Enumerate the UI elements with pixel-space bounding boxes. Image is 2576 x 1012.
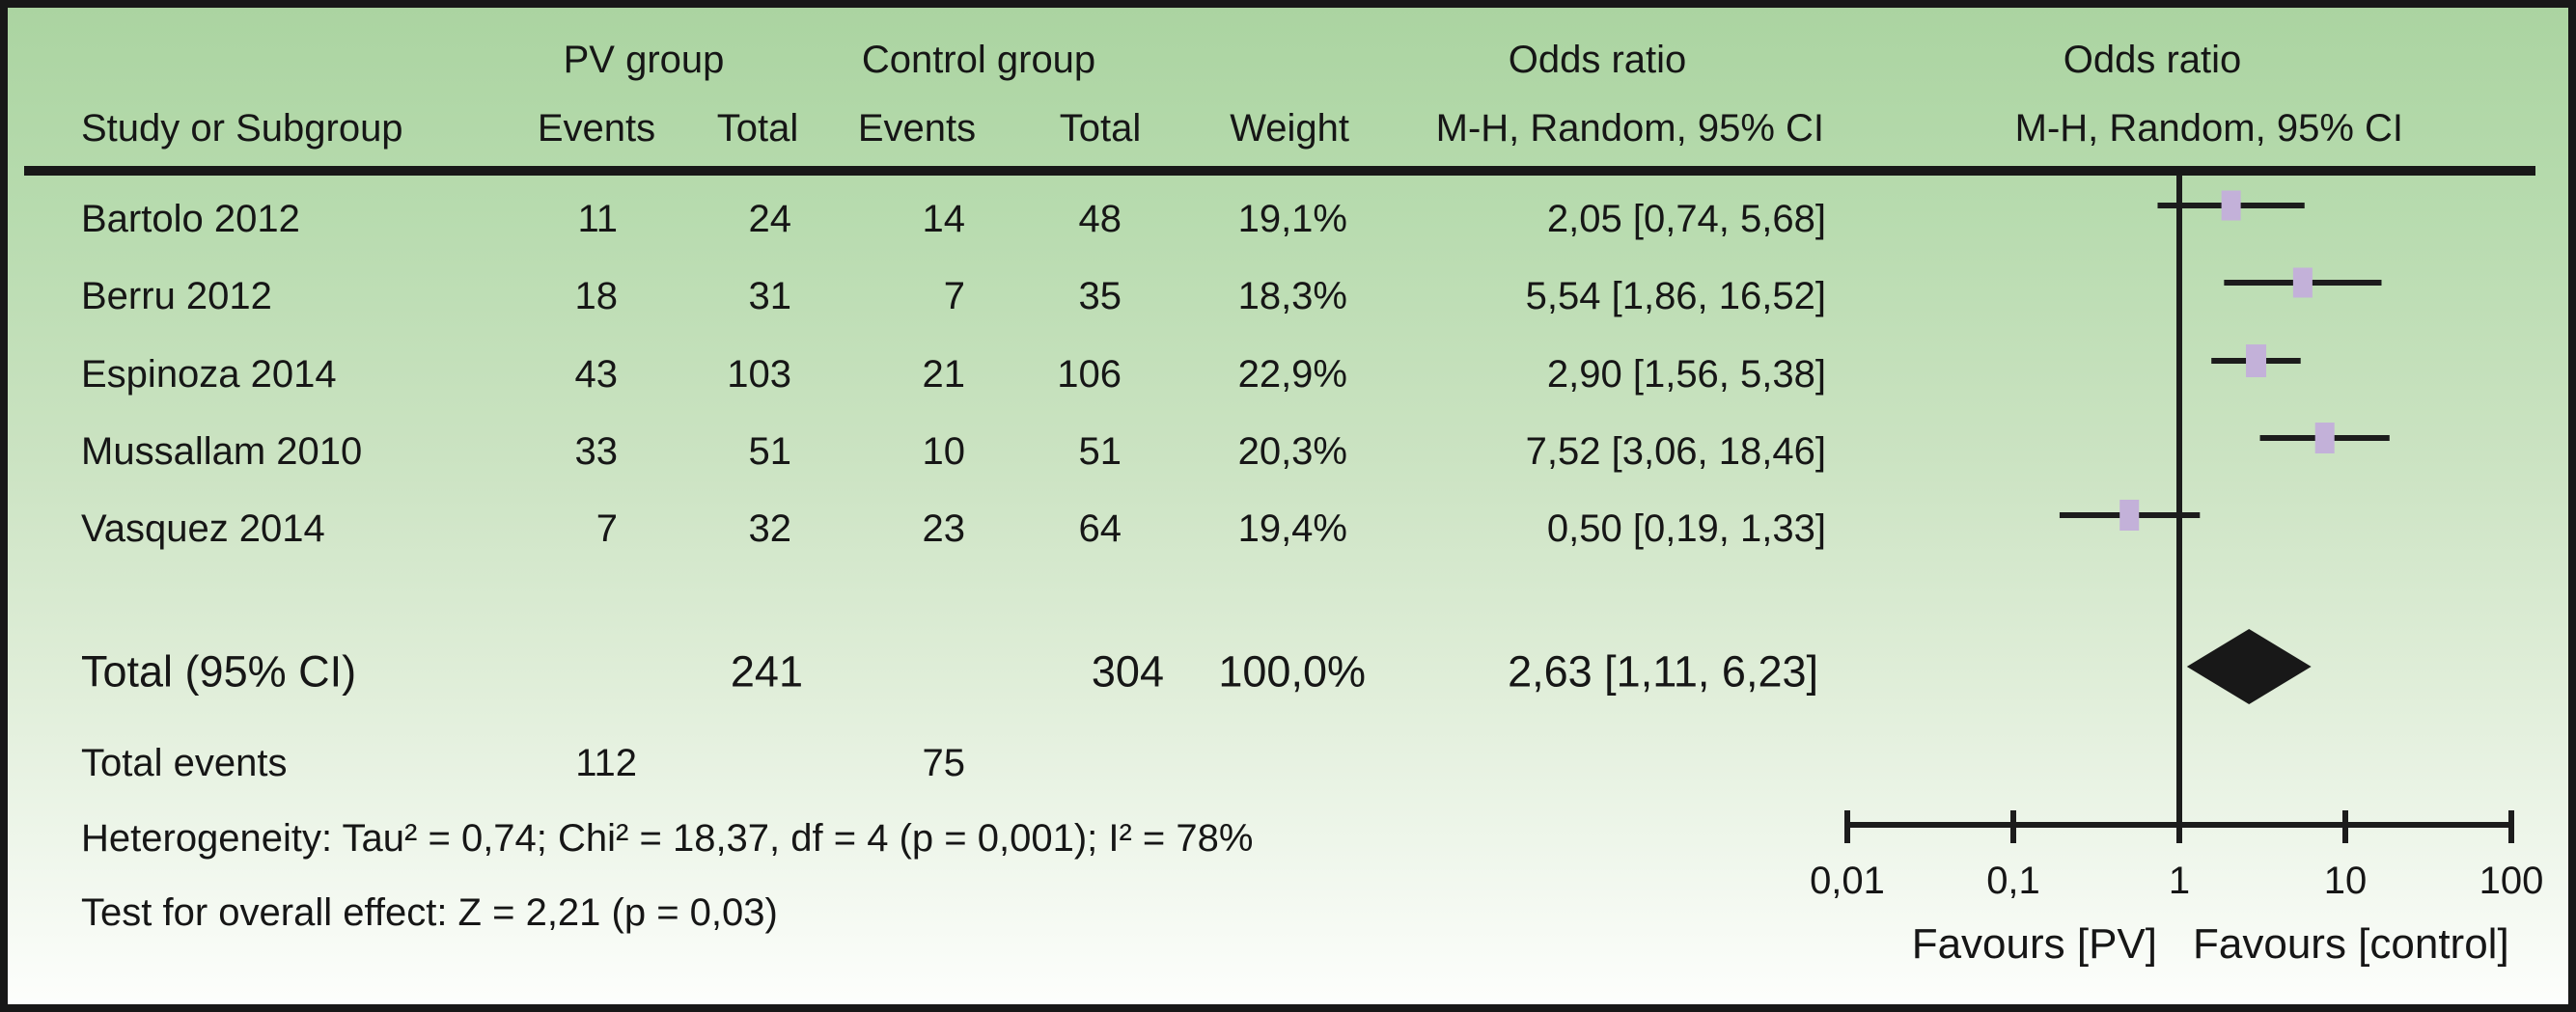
cell-weight: 18,3%	[1237, 275, 1347, 317]
total-events-label: Total events	[81, 742, 288, 784]
total-control-total: 304	[1091, 646, 1164, 697]
header-control-events: Events	[857, 107, 977, 150]
header-odds-ratio-plot: Odds ratio	[2063, 39, 2242, 81]
cell-pv-total: 103	[727, 353, 791, 396]
cell-pv-total: 51	[748, 430, 792, 473]
cell-pv-events: 33	[574, 430, 619, 473]
header-weight: Weight	[1230, 107, 1349, 150]
header-pv-total: Total	[716, 107, 799, 150]
total-pv-total: 241	[730, 646, 803, 697]
cell-or-ci-text: 7,52 [3,06, 18,46]	[1525, 430, 1826, 473]
cell-control-total: 48	[1078, 198, 1122, 240]
header-control-total: Total	[1059, 107, 1142, 150]
total-or-ci: 2,63 [1,11, 6,23]	[1508, 646, 1818, 697]
cell-control-events: 10	[922, 430, 966, 473]
header-control-group: Control group	[861, 39, 1096, 81]
cell-or-ci-text: 2,05 [0,74, 5,68]	[1546, 198, 1826, 240]
total-row-label: Total (95% CI)	[81, 646, 357, 697]
cell-control-events: 21	[922, 353, 966, 396]
heterogeneity-text: Heterogeneity: Tau² = 0,74; Chi² = 18,37…	[81, 817, 1254, 860]
cell-control-total: 64	[1078, 507, 1122, 550]
cell-or-ci-text: 5,54 [1,86, 16,52]	[1525, 275, 1826, 317]
study-label: Berru 2012	[81, 275, 272, 317]
favours-left-label: Favours [PV]	[1911, 920, 2157, 968]
cell-weight: 19,1%	[1237, 198, 1347, 240]
cell-control-total: 106	[1057, 353, 1122, 396]
total-events-control: 75	[922, 742, 966, 784]
header-separator-line	[24, 166, 2535, 176]
cell-control-events: 7	[943, 275, 965, 317]
cell-control-events: 23	[922, 507, 966, 550]
cell-pv-events: 11	[577, 198, 618, 240]
header-odds-ratio-text: Odds ratio	[1508, 39, 1687, 81]
header-pv-group: PV group	[563, 39, 725, 81]
cell-or-ci-text: 2,90 [1,56, 5,38]	[1546, 353, 1826, 396]
cell-weight: 19,4%	[1237, 507, 1347, 550]
cell-pv-events: 18	[574, 275, 619, 317]
cell-or-ci-text: 0,50 [0,19, 1,33]	[1546, 507, 1826, 550]
cell-control-total: 35	[1078, 275, 1122, 317]
header-study: Study or Subgroup	[81, 107, 403, 150]
cell-control-events: 14	[922, 198, 966, 240]
favours-right-label: Favours [control]	[2193, 920, 2509, 968]
cell-weight: 20,3%	[1237, 430, 1347, 473]
cell-pv-total: 32	[748, 507, 792, 550]
study-label: Mussallam 2010	[81, 430, 363, 473]
study-label: Vasquez 2014	[81, 507, 325, 550]
header-mh-random-text: M-H, Random, 95% CI	[1435, 107, 1824, 150]
cell-weight: 22,9%	[1237, 353, 1347, 396]
cell-control-total: 51	[1078, 430, 1122, 473]
cell-pv-events: 7	[596, 507, 618, 550]
total-events-pv: 112	[575, 742, 637, 784]
cell-pv-events: 43	[574, 353, 619, 396]
overall-effect-text: Test for overall effect: Z = 2,21 (p = 0…	[81, 891, 778, 934]
header-pv-events: Events	[537, 107, 656, 150]
cell-pv-total: 24	[748, 198, 792, 240]
total-weight: 100,0%	[1218, 646, 1366, 697]
study-label: Espinoza 2014	[81, 353, 337, 396]
cell-pv-total: 31	[748, 275, 792, 317]
study-label: Bartolo 2012	[81, 198, 300, 240]
header-mh-random-plot: M-H, Random, 95% CI	[2014, 107, 2403, 150]
